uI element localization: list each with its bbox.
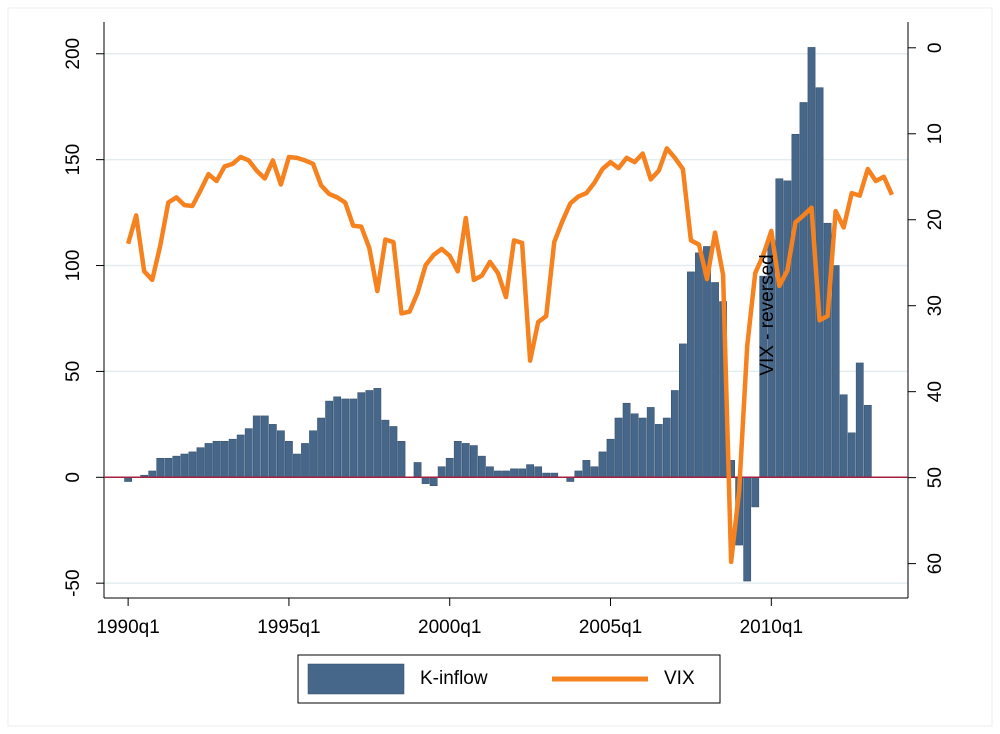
bar (791, 133, 800, 478)
bar (646, 407, 655, 478)
bar (413, 462, 422, 478)
bar (614, 417, 623, 478)
bar (317, 417, 325, 478)
bar (839, 394, 848, 478)
bar (389, 426, 398, 478)
bar (172, 455, 181, 478)
bar (212, 441, 221, 478)
bar (574, 470, 583, 478)
y-tick-label: 50 (63, 361, 84, 382)
bar (469, 445, 478, 478)
y-tick-label: 200 (63, 38, 84, 70)
bar (429, 477, 438, 487)
bar (341, 398, 350, 478)
bar (494, 470, 502, 478)
y2-axis-title: VIX - reversed (757, 254, 778, 375)
bar (365, 390, 374, 478)
y2-tick-label: 20 (925, 209, 946, 230)
legend-label: VIX (664, 668, 695, 689)
bar (534, 466, 543, 478)
bar (325, 400, 333, 478)
bar (148, 470, 157, 478)
bar (855, 362, 864, 478)
bar (453, 441, 462, 478)
bar (260, 415, 269, 478)
bar (751, 477, 760, 508)
y2-tick-label: 50 (925, 467, 946, 488)
legend-swatch (307, 663, 405, 695)
y-tick-label: 150 (63, 144, 84, 176)
y2-tick-label: 40 (925, 381, 946, 402)
bar (670, 390, 679, 478)
y2-tick-label: 30 (925, 295, 946, 316)
bar (831, 265, 840, 478)
bar (228, 438, 237, 478)
bar (461, 443, 470, 478)
bar (863, 405, 872, 478)
bar (711, 282, 719, 478)
bar (630, 413, 639, 478)
bar (204, 443, 213, 478)
bar (582, 460, 591, 478)
x-tick-label: 2000q1 (418, 617, 481, 638)
bar (783, 180, 792, 478)
bar (285, 441, 293, 478)
bar (606, 438, 615, 478)
bar (590, 466, 599, 478)
x-tick-label: 2010q1 (740, 617, 803, 638)
x-tick-label: 2005q1 (579, 617, 642, 638)
bar (373, 388, 382, 478)
x-tick-label: 1990q1 (96, 617, 159, 638)
bar (164, 457, 173, 478)
y-tick-label: 0 (63, 472, 84, 483)
bar (638, 417, 647, 478)
y-tick-label: -50 (63, 569, 84, 596)
y2-tick-label: 60 (925, 553, 946, 574)
bar (799, 102, 808, 478)
bar (220, 441, 229, 478)
bar (357, 392, 366, 478)
x-tick-label: 1995q1 (257, 617, 320, 638)
bar (502, 470, 510, 478)
bar (397, 441, 406, 478)
y2-tick-label: 10 (925, 123, 946, 144)
y2-tick-label: 0 (925, 43, 946, 54)
bar (486, 466, 494, 478)
bar (679, 343, 687, 478)
bar (526, 464, 534, 478)
y-tick-label: 100 (63, 250, 84, 282)
bar (349, 398, 358, 478)
bar (662, 417, 671, 478)
bar (309, 430, 317, 478)
legend-label: K-inflow (420, 668, 488, 689)
bar (268, 424, 277, 478)
bar (180, 453, 189, 478)
bar (847, 432, 856, 478)
line (125, 146, 894, 565)
bar (236, 434, 245, 478)
bar (743, 477, 752, 582)
bar (381, 419, 390, 478)
bar (437, 466, 446, 478)
bar (654, 424, 663, 478)
bar (510, 468, 518, 478)
bar (695, 252, 703, 478)
bar (478, 455, 486, 478)
bar (421, 477, 430, 484)
bar (598, 451, 607, 478)
bar (333, 396, 342, 478)
bar (622, 402, 631, 478)
bar (188, 451, 197, 478)
bar (252, 415, 261, 478)
bar (518, 468, 526, 478)
bar (301, 443, 309, 478)
bar (244, 428, 253, 478)
bar (277, 430, 285, 478)
bar (196, 447, 205, 478)
bar (445, 457, 454, 478)
bar (293, 453, 301, 478)
bar (687, 271, 695, 478)
bar (156, 457, 165, 478)
